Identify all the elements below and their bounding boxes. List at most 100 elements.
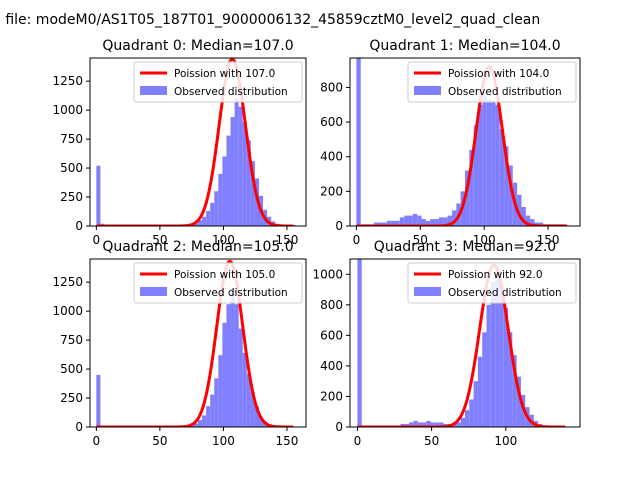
histogram-bar — [202, 216, 207, 226]
x-tick-label: 50 — [413, 233, 428, 247]
poisson-curve — [356, 263, 566, 427]
histogram-bar — [234, 98, 239, 226]
y-tick-label: 750 — [60, 333, 83, 347]
histogram-bar — [193, 223, 198, 226]
histogram-bar — [434, 422, 440, 427]
quadrant-0-panel: 0 50 100 150 0 250 500 750 1000 1250 Quadrant 0: M… — [52, 38, 307, 247]
legend-box — [407, 61, 577, 103]
histogram-bar — [373, 222, 379, 226]
histogram-bar — [417, 422, 422, 427]
histogram-bar — [465, 410, 470, 427]
histogram-bar — [451, 210, 457, 226]
histogram-bar — [222, 322, 227, 427]
histogram-bar — [399, 217, 405, 226]
histogram-bar — [430, 219, 435, 226]
histogram-bar — [425, 220, 431, 226]
histogram-bar — [210, 394, 215, 427]
y-tick-label: 500 — [60, 161, 83, 175]
histogram-bar — [254, 406, 259, 427]
histogram-bar — [378, 222, 383, 226]
histogram-bar — [198, 420, 203, 427]
histogram-bar — [404, 215, 409, 226]
figure-suptitle: n file: modeM0/AS1T05_187T01_9000006132_… — [0, 12, 540, 28]
histogram-bar — [434, 219, 439, 226]
legend-poisson-label: Poission with 105.0 — [174, 269, 275, 281]
histogram-bar — [218, 355, 223, 427]
y-tick-label: 200 — [320, 184, 343, 198]
histogram-bar — [230, 117, 235, 226]
histogram-bar — [395, 220, 400, 226]
histogram-bar — [495, 104, 500, 226]
x-tick-label: 0 — [93, 233, 101, 247]
histogram-bar — [525, 215, 531, 226]
y-tick-label: 500 — [60, 362, 83, 376]
histogram-bar — [478, 104, 483, 226]
histogram-bar — [477, 356, 483, 427]
legend-observed-swatch — [414, 86, 441, 95]
histogram-bar — [443, 217, 448, 226]
x-tick-label: 50 — [152, 233, 167, 247]
histogram-bar — [426, 420, 431, 427]
y-tick-label: 250 — [60, 190, 83, 204]
poisson-curve — [355, 65, 569, 226]
plot-area — [355, 58, 569, 226]
y-tick-label: 1000 — [52, 103, 83, 117]
histogram-bar — [469, 399, 474, 427]
x-tick-label: 150 — [275, 233, 298, 247]
histogram-bar — [96, 374, 101, 427]
histogram-bar — [202, 415, 207, 427]
histogram-bar — [400, 423, 405, 427]
y-tick-label: 400 — [320, 150, 343, 164]
legend-observed-label: Observed distribution — [174, 287, 288, 299]
histogram-bar — [438, 217, 444, 226]
x-tick-label: 100 — [212, 233, 235, 247]
histogram-bar — [226, 304, 231, 427]
histogram-bar — [242, 121, 247, 226]
histogram-bar — [386, 220, 392, 226]
y-tick-label: 600 — [320, 115, 343, 129]
legend-observed-swatch — [414, 287, 441, 296]
axes-frame — [349, 258, 581, 428]
histogram-bar — [491, 101, 496, 226]
histogram-bar — [250, 392, 255, 427]
legend-poisson-label: Poission with 92.0 — [448, 269, 543, 281]
x-tick-label: 100 — [212, 434, 235, 448]
histogram-bar — [504, 146, 509, 226]
y-tick-label: 0 — [335, 420, 343, 434]
axes-frame — [89, 258, 307, 428]
axes-frame — [89, 57, 307, 227]
panel-title: Quadrant 3: Median=92.0 — [374, 239, 556, 255]
legend-observed-swatch — [140, 86, 167, 95]
y-tick-label: 1250 — [52, 74, 83, 88]
y-tick-label: 800 — [320, 298, 343, 312]
x-tick-label: 50 — [424, 434, 439, 448]
legend-box — [133, 262, 303, 304]
y-tick-label: 1000 — [312, 267, 343, 281]
legend-observed-label: Observed distribution — [448, 287, 562, 299]
histogram-bar — [214, 191, 219, 226]
histogram-bar — [495, 271, 500, 427]
histogram-bar — [430, 422, 435, 427]
histogram-bar — [238, 328, 243, 427]
x-tick-label: 0 — [354, 434, 362, 448]
axes-frame — [349, 57, 581, 227]
histogram-bar — [206, 210, 211, 226]
y-tick-label: 750 — [60, 132, 83, 146]
histogram-bar — [258, 416, 264, 427]
histogram-bar — [409, 422, 414, 427]
histogram-bar — [486, 304, 491, 427]
histogram-bar — [447, 215, 452, 226]
plot-area — [95, 259, 295, 427]
y-tick-label: 0 — [75, 420, 83, 434]
x-tick-label: 150 — [537, 233, 560, 247]
histogram-bar — [246, 140, 251, 226]
histogram-bar — [490, 281, 496, 427]
y-tick-label: 250 — [60, 391, 83, 405]
histogram-bar — [465, 170, 470, 226]
x-tick-label: 100 — [473, 233, 496, 247]
legend-poisson-label: Poission with 104.0 — [448, 68, 549, 80]
poisson-curve — [95, 58, 295, 226]
histogram-bar — [413, 420, 418, 427]
histogram-bar — [473, 381, 478, 427]
legend-box — [133, 61, 303, 103]
